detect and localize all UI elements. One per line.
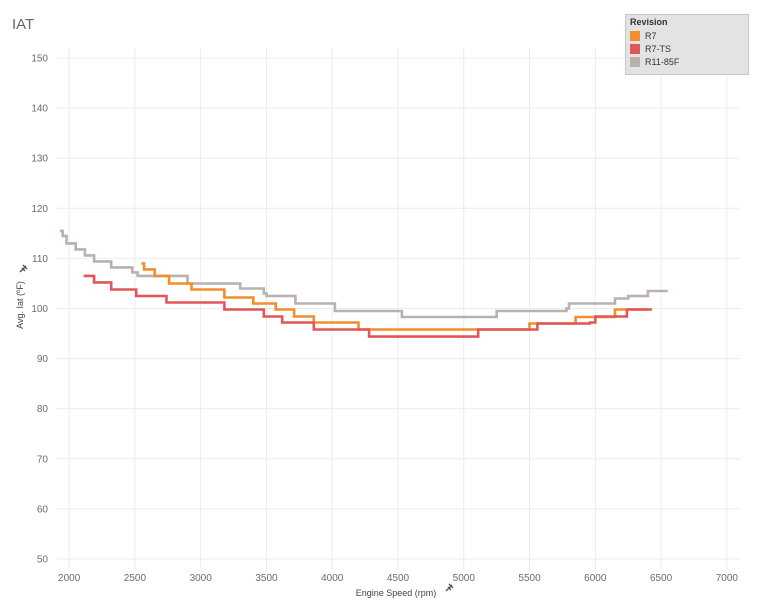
legend-swatch (630, 30, 640, 41)
legend[interactable]: Revision R7 R7-TS R11-85F (625, 14, 749, 75)
y-tick-label: 100 (31, 304, 48, 315)
x-axis-pin-icon[interactable] (445, 583, 454, 592)
y-axis-pin-icon[interactable] (19, 264, 28, 273)
y-tick-label: 140 (31, 104, 48, 115)
x-axis-title: Engine Speed (rpm) (356, 588, 437, 598)
x-tick-label: 5000 (453, 573, 476, 584)
chart-title: IAT (12, 16, 35, 33)
series-line-r11-85f[interactable] (59, 229, 668, 319)
series-line-r7-ts[interactable] (83, 274, 652, 338)
series-lines (59, 229, 668, 338)
legend-label: R7 (645, 30, 657, 41)
x-tick-label: 6500 (650, 573, 673, 584)
legend-label: R11-85F (645, 56, 680, 67)
x-tick-label: 3500 (255, 573, 278, 584)
y-tick-label: 150 (31, 54, 48, 65)
y-tick-label: 60 (37, 504, 49, 515)
legend-swatch (630, 43, 640, 54)
legend-label: R7-TS (645, 43, 672, 54)
x-tick-label: 5500 (518, 573, 541, 584)
legend-item[interactable]: R7 (630, 29, 744, 42)
x-axis-ticks: 2000 2500 3000 3500 4000 4500 5000 5500 6000 6500… (58, 573, 738, 584)
y-tick-label: 120 (31, 204, 48, 215)
x-tick-label: 2500 (124, 573, 147, 584)
x-tick-label: 4000 (321, 573, 344, 584)
y-axis-title: Avg. Iat (ºF) (15, 281, 25, 329)
y-tick-label: 80 (37, 404, 49, 415)
y-axis-ticks: 50 60 70 80 90 100 110 120 130 140 150 (31, 54, 48, 566)
legend-swatch (630, 56, 640, 67)
x-tick-label: 7000 (716, 573, 739, 584)
y-tick-label: 50 (37, 554, 49, 565)
series-line-r7[interactable] (141, 262, 648, 331)
y-tick-label: 130 (31, 154, 48, 165)
y-tick-label: 70 (37, 454, 49, 465)
x-tick-label: 6000 (584, 573, 607, 584)
legend-item[interactable]: R11-85F (630, 55, 744, 68)
legend-title: Revision (630, 17, 668, 27)
y-tick-label: 90 (37, 354, 49, 365)
legend-item[interactable]: R7-TS (630, 42, 744, 55)
y-tick-label: 110 (32, 254, 48, 265)
x-tick-label: 4500 (387, 573, 410, 584)
x-tick-label: 2000 (58, 573, 81, 584)
x-tick-label: 3000 (190, 573, 213, 584)
